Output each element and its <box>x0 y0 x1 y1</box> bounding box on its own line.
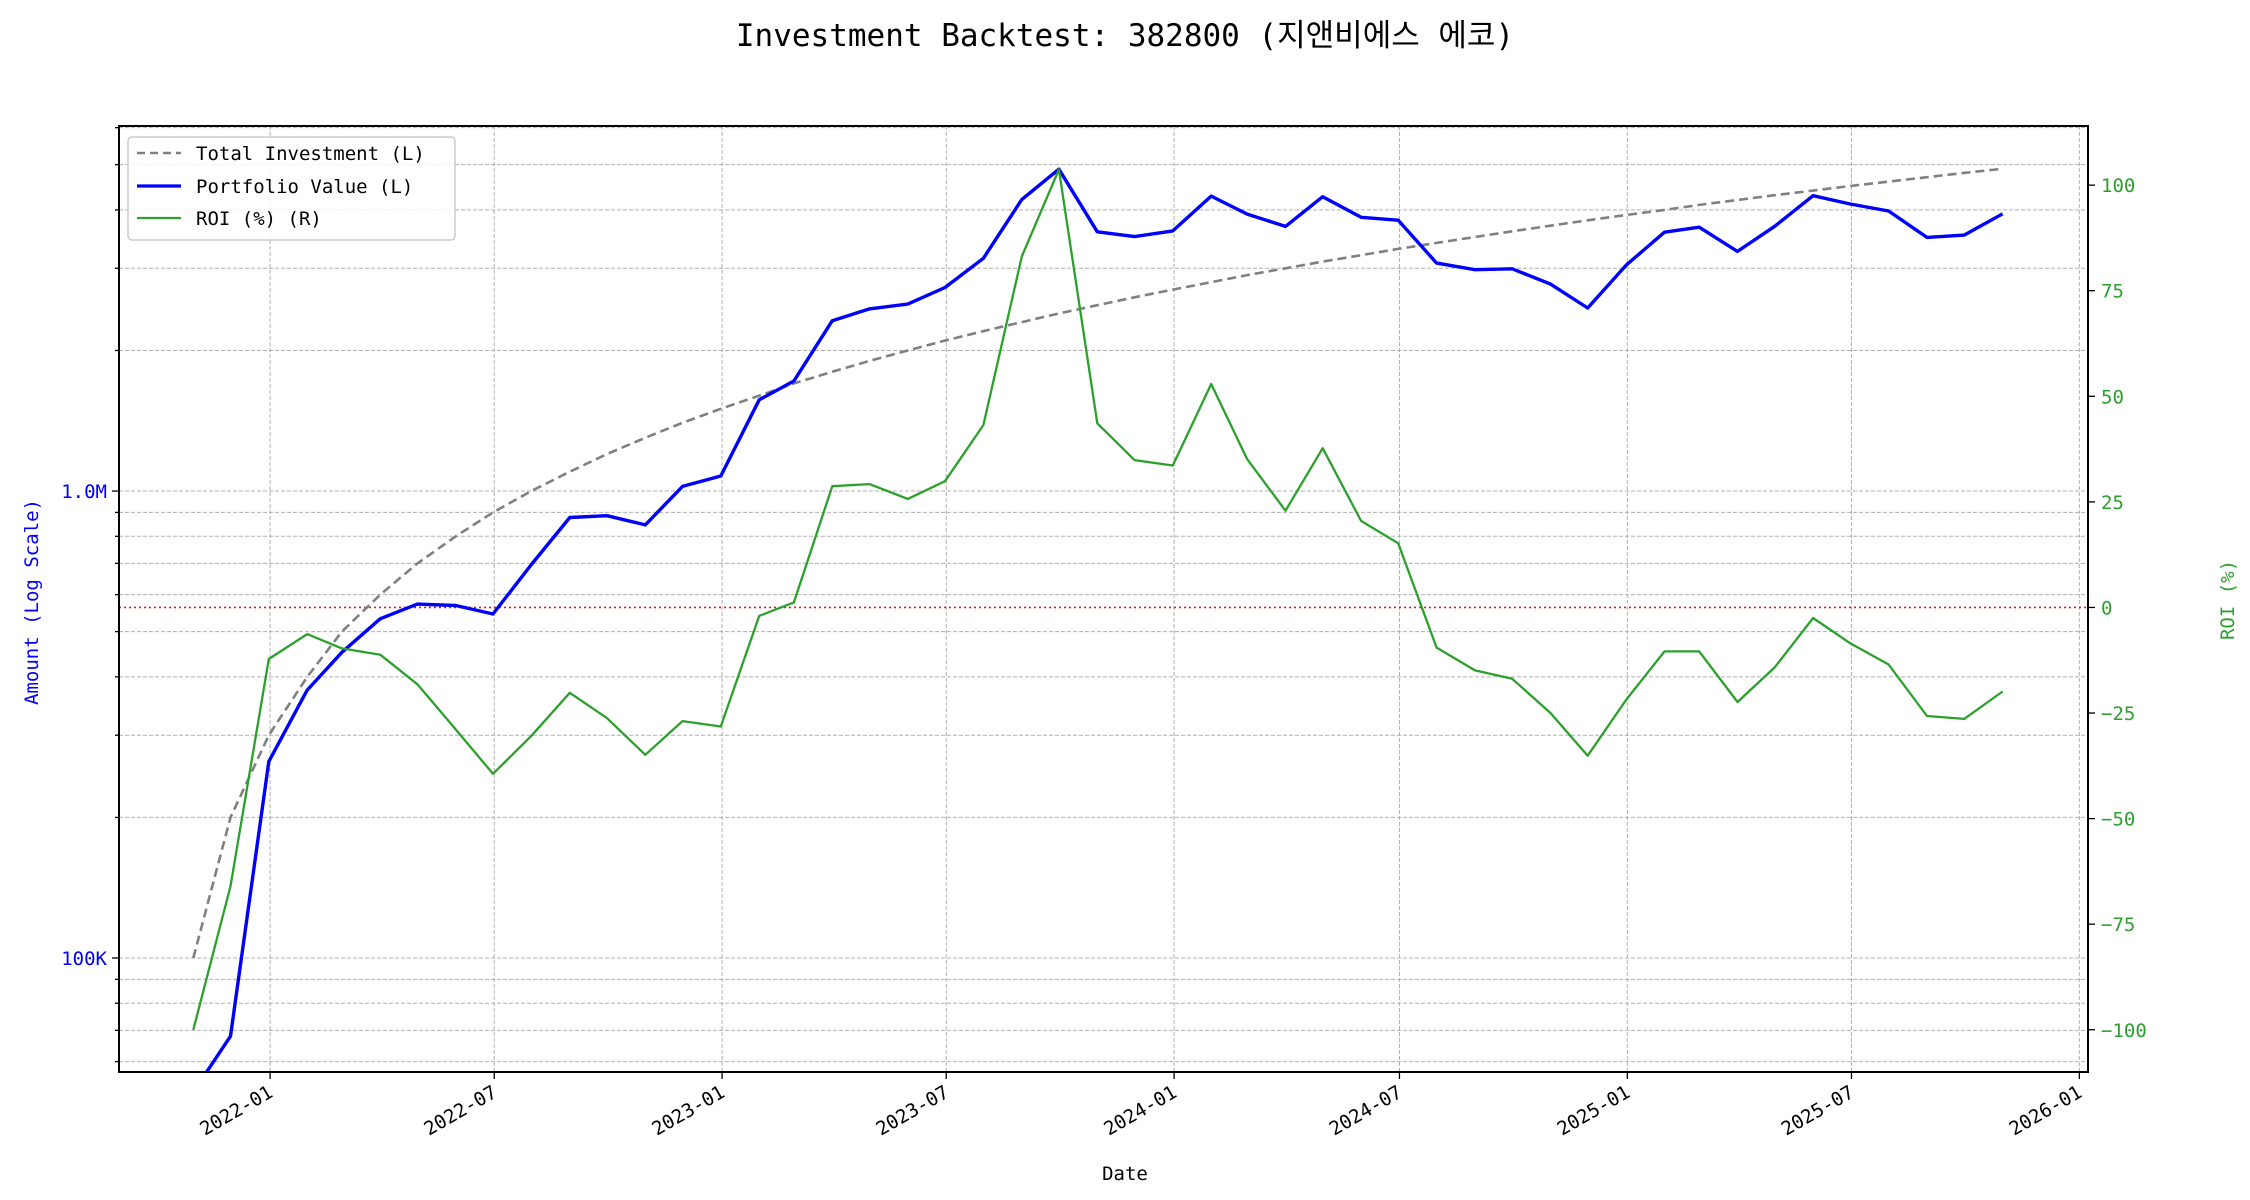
roi-line-group <box>192 168 2004 1031</box>
left-tick-label: 100K <box>61 948 107 970</box>
roi-line <box>192 168 2004 1031</box>
left-tick-label: 1.0M <box>61 481 107 503</box>
x-tick-label: 2023-07 <box>872 1081 952 1140</box>
x-tick-label: 2025-07 <box>1778 1081 1858 1140</box>
x-tick-label: 2022-01 <box>196 1081 276 1140</box>
right-tick-label: 0 <box>2101 597 2112 619</box>
right-tick-label: −50 <box>2101 809 2135 831</box>
right-tick-label: 25 <box>2101 492 2124 514</box>
x-axis-label: Date <box>1102 1163 1148 1185</box>
right-tick-label: 100 <box>2101 175 2135 197</box>
right-tick-label: −25 <box>2101 703 2135 725</box>
legend-label-total-investment: Total Investment (L) <box>196 143 425 165</box>
x-tick-label: 2024-01 <box>1100 1081 1180 1140</box>
legend: Total Investment (L) Portfolio Value (L)… <box>127 136 456 241</box>
right-tick-label: −75 <box>2101 914 2135 936</box>
left-y-axis-label: Amount (Log Scale) <box>21 499 43 705</box>
right-tick-label: 50 <box>2101 386 2124 408</box>
right-y-axis: 100 75 50 25 0 −25 −50 −75 −100 <box>2088 175 2147 1042</box>
x-tick-label: 2026-01 <box>2005 1081 2085 1140</box>
x-tick-label: 2025-01 <box>1553 1081 1633 1140</box>
grid-lines <box>119 126 2088 1072</box>
right-y-axis-label: ROI (%) <box>2217 560 2239 640</box>
right-tick-label: 75 <box>2101 281 2124 303</box>
legend-label-portfolio-value: Portfolio Value (L) <box>196 176 413 198</box>
x-tick-label: 2023-01 <box>648 1081 728 1140</box>
plot-frame <box>118 125 2089 1073</box>
legend-label-roi: ROI (%) (R) <box>196 208 322 230</box>
legend-box <box>127 136 456 241</box>
left-y-axis: 100K 1.0M <box>61 127 119 1063</box>
total-investment-line-group <box>192 167 2003 959</box>
portfolio-value-line <box>204 167 2004 1072</box>
right-tick-label: −100 <box>2101 1020 2147 1042</box>
series-layer <box>192 167 2004 1072</box>
x-tick-label: 2022-07 <box>420 1081 500 1140</box>
x-tick-label: 2024-07 <box>1326 1081 1406 1140</box>
x-axis: 2022-01 2022-07 2023-01 2023-07 2024-01 2024-… <box>196 1072 2086 1140</box>
portfolio-value-line-group <box>204 167 2004 1072</box>
chart-title: Investment Backtest: 382800 (지앤비에스 에코) <box>736 18 1514 54</box>
